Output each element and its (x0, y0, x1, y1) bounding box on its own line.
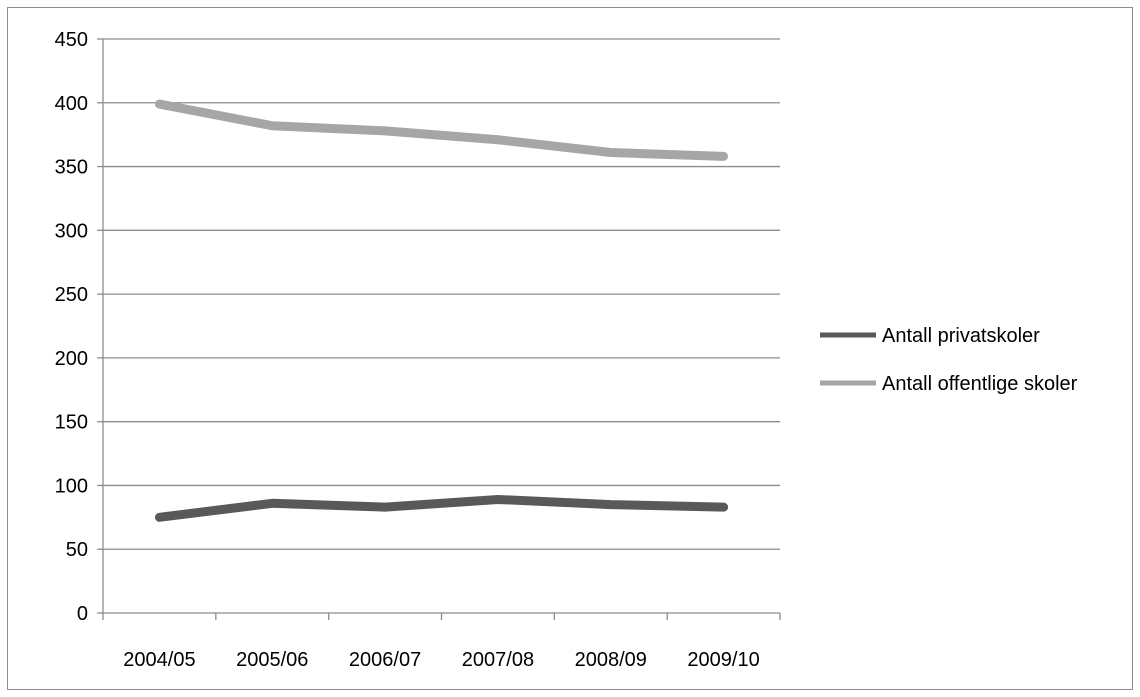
legend-label-2: Antall offentlige skoler (882, 373, 1078, 395)
y-tick-label: 400 (55, 93, 88, 115)
axes (97, 38, 781, 620)
x-tick-label: 2006/07 (349, 649, 421, 671)
x-tick-label: 2004/05 (123, 649, 195, 671)
x-tick-label: 2007/08 (462, 649, 534, 671)
x-tick-label: 2005/06 (236, 649, 308, 671)
series-line-2 (154, 99, 729, 161)
y-tick-label: 200 (55, 348, 88, 370)
y-tick-label: 450 (55, 29, 88, 51)
legend-label-1: Antall privatskoler (882, 325, 1040, 347)
y-tick-label: 0 (77, 603, 88, 625)
y-tick-label: 250 (55, 284, 88, 306)
grid-lines (103, 38, 780, 550)
series-line-1 (154, 494, 729, 522)
y-tick-label: 100 (55, 475, 88, 497)
x-tick-labels: 2004/05 2005/06 2006/07 2007/08 2008/09 2009/… (123, 649, 759, 671)
legend: Antall privatskoler Antall offentlige sko… (820, 325, 1078, 395)
chart-frame (7, 7, 1133, 690)
y-tick-labels: 0 50 100 150 200 250 300 350 400 450 (55, 29, 88, 625)
y-tick-label: 300 (55, 220, 88, 242)
x-tick-label: 2009/10 (687, 649, 759, 671)
series-lines (154, 99, 729, 522)
y-tick-label: 350 (55, 157, 88, 179)
y-tick-label: 150 (55, 412, 88, 434)
x-tick-label: 2008/09 (575, 649, 647, 671)
y-tick-label: 50 (66, 539, 88, 561)
